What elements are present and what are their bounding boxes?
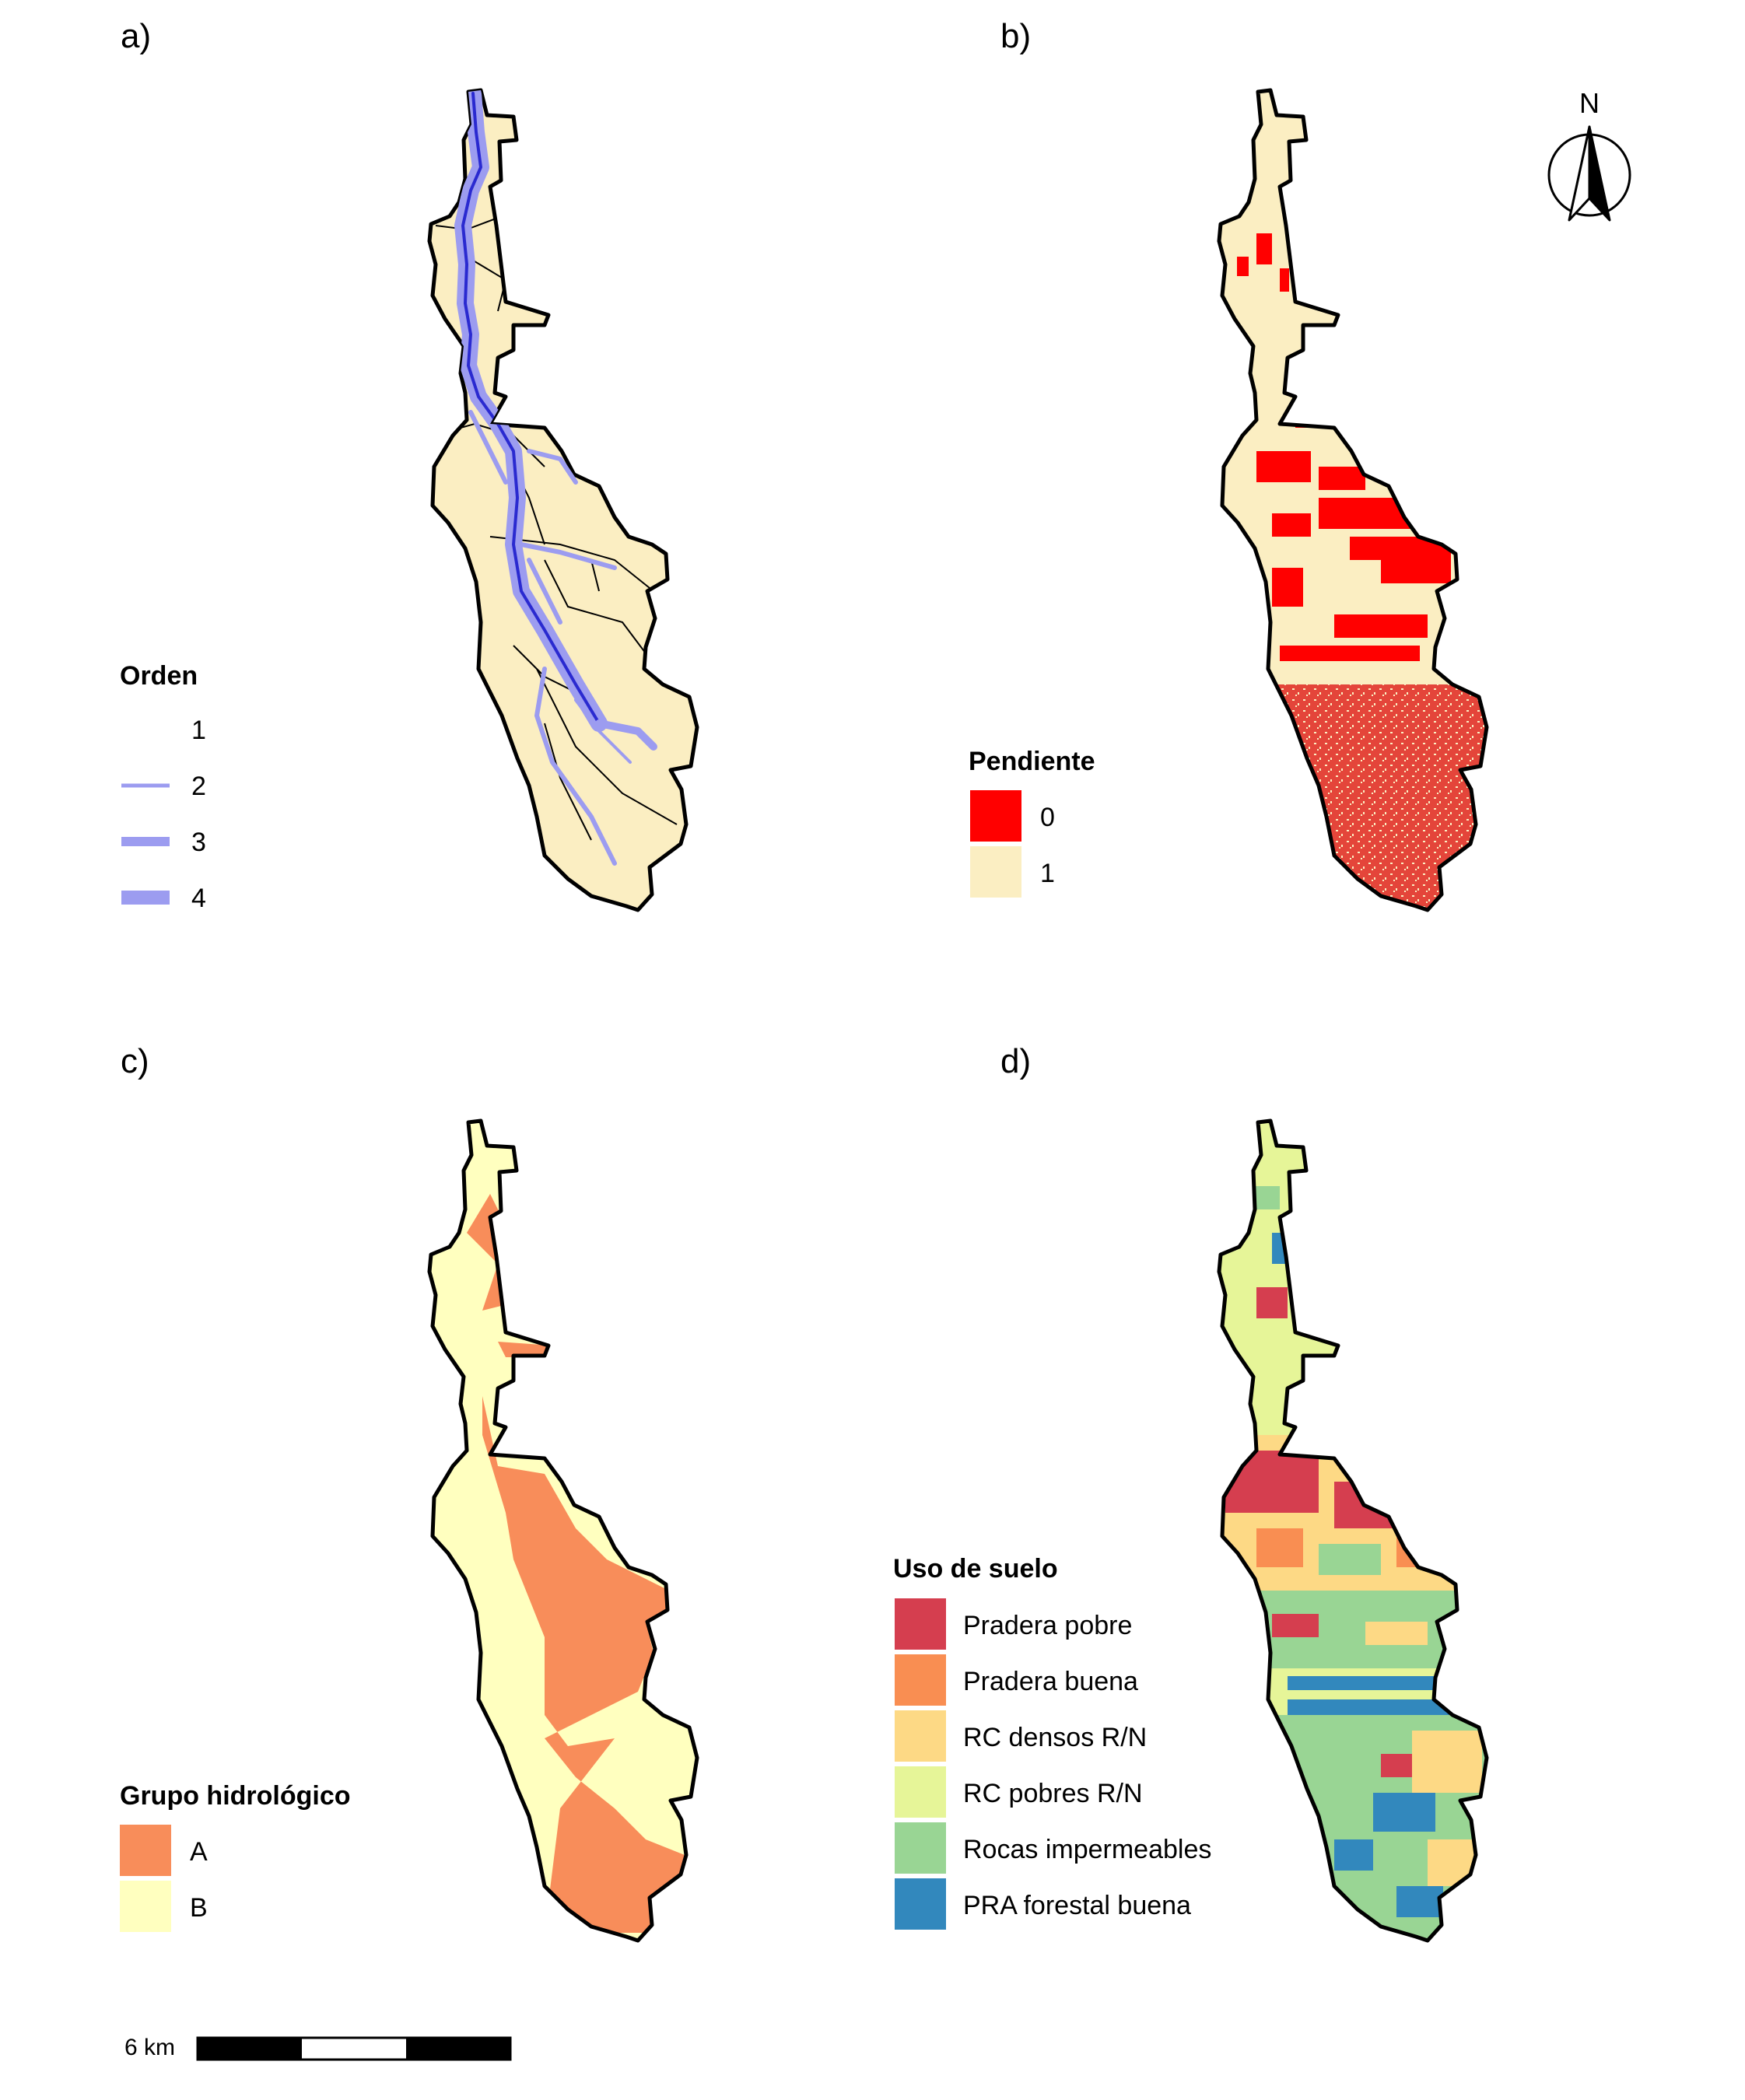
legend-a-item-2: 2 — [191, 772, 206, 801]
legend-b-label-1: 1 — [1040, 859, 1055, 888]
legend-d-title: Uso de suelo — [893, 1554, 1058, 1584]
legend-d-label-5: PRA forestal buena — [963, 1891, 1191, 1920]
legend-c-swatch-b — [120, 1881, 171, 1932]
legend-d-swatch-1 — [895, 1654, 946, 1706]
basin-map-d — [1210, 1108, 1521, 1948]
legend-d-swatch-3 — [895, 1766, 946, 1818]
legend-c-swatch-a — [120, 1825, 171, 1876]
legend-a-title: Orden — [120, 661, 198, 691]
legend-a-item-1: 1 — [191, 716, 206, 745]
legend-a-item-4: 4 — [191, 884, 206, 913]
panel-label-c: c) — [121, 1042, 149, 1080]
legend-b-title: Pendiente — [969, 747, 1095, 776]
legend-d-label-3: RC pobres R/N — [963, 1779, 1143, 1808]
legend-c-title: Grupo hidrológico — [120, 1781, 351, 1811]
legend-c-label-b: B — [190, 1893, 208, 1923]
legend-d-swatch-2 — [895, 1710, 946, 1762]
land-use-raster — [1219, 1121, 1487, 1941]
legend-b-swatch-1 — [970, 846, 1021, 898]
legend-a-lines — [121, 783, 170, 905]
legend-a-item-3: 3 — [191, 828, 206, 857]
basin-map-b — [1210, 90, 1505, 933]
north-label: N — [1579, 87, 1600, 119]
panel-label-a: a) — [121, 17, 152, 55]
legend-d-label-2: RC densos R/N — [963, 1723, 1148, 1752]
legend-d-swatch-4 — [895, 1822, 946, 1874]
scale-bar — [196, 2036, 512, 2061]
legend-d-swatch-0 — [895, 1598, 946, 1650]
north-arrow-icon — [1547, 125, 1631, 222]
legend-d-label-4: Rocas impermeables — [963, 1835, 1212, 1864]
legend-b-label-0: 0 — [1040, 803, 1055, 832]
legend-b-swatch-0 — [970, 790, 1021, 842]
panel-label-b: b) — [1000, 17, 1032, 55]
scale-bar-label: 6 km — [124, 2035, 176, 2060]
legend-d-label-0: Pradera pobre — [963, 1611, 1133, 1640]
legend-d-label-1: Pradera buena — [963, 1667, 1138, 1696]
panel-label-d: d) — [1000, 1042, 1032, 1080]
stream-network — [454, 90, 657, 866]
legend-d-swatch-5 — [895, 1878, 946, 1930]
legend-c-label-a: A — [190, 1837, 208, 1867]
basin-map-a — [429, 90, 697, 910]
basin-map-c — [429, 1121, 697, 1941]
